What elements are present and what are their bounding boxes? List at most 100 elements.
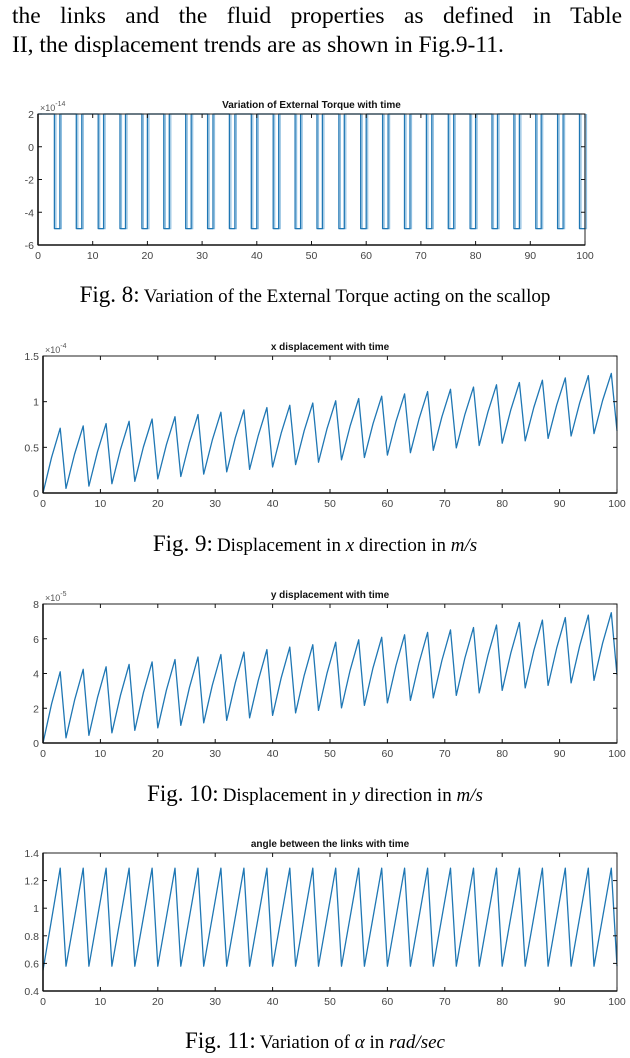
paragraph-line-2: II, the displacement trends are as shown… bbox=[12, 32, 504, 58]
x-tick-label: 20 bbox=[152, 996, 164, 1008]
x-tick-label: 40 bbox=[267, 748, 279, 760]
y-tick-label: 1 bbox=[33, 397, 39, 409]
y-tick-label: 1.2 bbox=[24, 876, 39, 888]
data-line bbox=[42, 372, 618, 494]
x-tick-label: 80 bbox=[496, 748, 508, 760]
x-tick-label: 100 bbox=[608, 748, 626, 760]
x-tick-label: 40 bbox=[251, 250, 263, 262]
figure-8-torque-chart: Variation of External Torque with time 0 1… bbox=[25, 100, 594, 262]
y-tick-label: 1.5 bbox=[24, 351, 39, 363]
x-tick-label: 20 bbox=[152, 748, 164, 760]
plot-frame bbox=[42, 603, 618, 744]
x-tick-label: 100 bbox=[608, 996, 626, 1008]
figure-9-caption-var: x bbox=[345, 535, 355, 556]
x-tick-label: 60 bbox=[382, 748, 394, 760]
y-tick-label: 0.4 bbox=[24, 986, 39, 998]
figure-9-caption-unit: m/s bbox=[450, 535, 478, 556]
figure-10-caption: Fig. 10: Displacement in y direction in … bbox=[0, 781, 630, 807]
data-line bbox=[38, 113, 586, 230]
x-tick-label: 10 bbox=[87, 250, 99, 262]
x-tick-label: 50 bbox=[324, 498, 336, 510]
x-tick-label: 50 bbox=[324, 996, 336, 1008]
x-tick-label: 70 bbox=[439, 748, 451, 760]
figure-11-angle-chart: angle between the links with time 0 10 20 30… bbox=[24, 839, 626, 1008]
y-tick-label: 4 bbox=[33, 669, 39, 681]
x-tick-label: 90 bbox=[554, 748, 566, 760]
chart-title: x displacement with time bbox=[271, 342, 390, 353]
x-tick-label: 90 bbox=[554, 996, 566, 1008]
y-tick-label: 1 bbox=[33, 903, 39, 915]
x-tick-label: 0 bbox=[40, 996, 46, 1008]
y-axis-multiplier: ×10-14 bbox=[40, 101, 66, 113]
x-tick-label: 60 bbox=[382, 996, 394, 1008]
x-tick-label: 50 bbox=[324, 748, 336, 760]
x-tick-label: 50 bbox=[306, 250, 318, 262]
figure-11-caption-alpha: α bbox=[354, 1032, 365, 1053]
x-tick-label: 10 bbox=[95, 996, 107, 1008]
y-tick-label: 0.5 bbox=[24, 442, 39, 454]
y-tick-label: -6 bbox=[25, 240, 34, 252]
x-tick-label: 80 bbox=[496, 498, 508, 510]
figure-8-caption: Fig. 8: Variation of the External Torque… bbox=[0, 282, 630, 308]
y-tick-label: 2 bbox=[28, 109, 34, 121]
figure-10-caption-part: Displacement in bbox=[222, 785, 352, 806]
x-tick-label: 80 bbox=[470, 250, 482, 262]
y-tick-label: -4 bbox=[25, 207, 34, 219]
x-tick-label: 20 bbox=[152, 498, 164, 510]
x-tick-label: 90 bbox=[554, 498, 566, 510]
y-tick-label: 0.6 bbox=[24, 958, 39, 970]
y-tick-label: 0 bbox=[33, 488, 39, 500]
figure-9-label: Fig. 9: bbox=[152, 531, 213, 556]
figure-10-caption-unit: m/s bbox=[456, 785, 483, 806]
y-tick-label: 0.8 bbox=[24, 931, 39, 943]
data-line bbox=[42, 867, 618, 971]
x-tick-label: 0 bbox=[35, 250, 41, 262]
figure-9-caption-part: direction in bbox=[354, 535, 451, 556]
x-tick-label: 40 bbox=[267, 498, 279, 510]
x-tick-label: 40 bbox=[267, 996, 279, 1008]
x-tick-label: 60 bbox=[360, 250, 372, 262]
y-tick-label: -2 bbox=[25, 175, 34, 187]
x-tick-label: 90 bbox=[524, 250, 536, 262]
figure-9-caption: Fig. 9: Displacement in x direction in m… bbox=[0, 531, 630, 557]
paragraph-line-1: the links and the fluid properties as de… bbox=[12, 3, 622, 29]
x-tick-label: 30 bbox=[209, 498, 221, 510]
x-tick-label: 70 bbox=[439, 996, 451, 1008]
figure-11-label: Fig. 11: bbox=[185, 1028, 256, 1053]
data-line bbox=[42, 612, 618, 744]
figure-8-label: Fig. 8: bbox=[79, 282, 140, 307]
x-tick-label: 0 bbox=[40, 498, 46, 510]
y-tick-label: 2 bbox=[33, 703, 39, 715]
x-tick-label: 30 bbox=[196, 250, 208, 262]
y-tick-label: 0 bbox=[28, 142, 34, 154]
figure-8-caption-text: Variation of the External Torque acting … bbox=[143, 286, 551, 307]
x-tick-label: 10 bbox=[95, 498, 107, 510]
body-paragraph: the links and the fluid properties as de… bbox=[12, 2, 622, 60]
figure-10-label: Fig. 10: bbox=[147, 781, 219, 806]
x-tick-label: 0 bbox=[40, 748, 46, 760]
figure-11-caption-part: Variation of bbox=[259, 1032, 355, 1053]
figure-11-caption: Fig. 11: Variation of α in rad/sec bbox=[0, 1028, 630, 1054]
x-tick-label: 60 bbox=[382, 498, 394, 510]
figure-10-caption-part: direction in bbox=[359, 785, 457, 806]
chart-title: angle between the links with time bbox=[251, 839, 410, 850]
data-line-shadow bbox=[39, 113, 588, 230]
x-tick-label: 10 bbox=[95, 748, 107, 760]
figure-11-caption-part: in bbox=[364, 1032, 390, 1053]
y-axis-multiplier: ×10-5 bbox=[45, 591, 67, 603]
y-tick-label: 0 bbox=[33, 738, 39, 750]
y-tick-label: 8 bbox=[33, 599, 39, 611]
chart-title: y displacement with time bbox=[271, 590, 390, 601]
y-axis-multiplier: ×10-4 bbox=[45, 343, 67, 355]
y-tick-label: 6 bbox=[33, 634, 39, 646]
y-tick-label: 1.4 bbox=[24, 848, 39, 860]
figure-11-caption-unit: rad/sec bbox=[389, 1032, 445, 1053]
x-tick-label: 80 bbox=[496, 996, 508, 1008]
x-tick-label: 70 bbox=[439, 498, 451, 510]
x-tick-label: 70 bbox=[415, 250, 427, 262]
x-tick-label: 20 bbox=[142, 250, 154, 262]
chart-title: Variation of External Torque with time bbox=[222, 100, 401, 111]
x-tick-label: 100 bbox=[576, 250, 594, 262]
